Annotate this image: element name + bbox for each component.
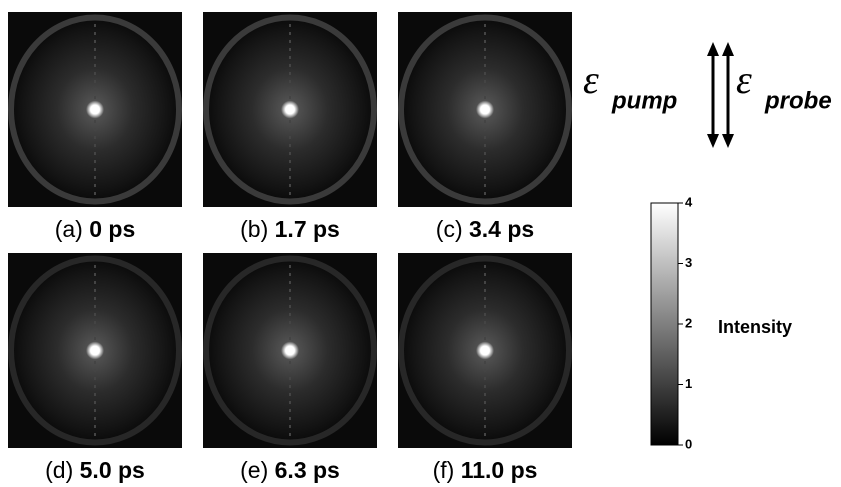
panel: (f) 11.0 ps xyxy=(398,253,572,483)
panel-caption: (f) 11.0 ps xyxy=(433,457,538,483)
panel-letter: (d) xyxy=(45,457,73,483)
center-spot xyxy=(86,342,104,360)
panel-caption: (e) 6.3 ps xyxy=(240,457,340,483)
panel-time: 11.0 ps xyxy=(461,457,538,483)
figure: (a) 0 ps (b) 1.7 ps (c) 3.4 ps (d) 5.0 ps (e… xyxy=(0,0,841,487)
panel: (b) 1.7 ps xyxy=(203,12,377,242)
colorbar-ticks: 0 1 2 3 4 xyxy=(678,194,693,451)
center-spot xyxy=(86,101,104,119)
colorbar-tick-label: 4 xyxy=(685,194,693,209)
panel-time: 0 ps xyxy=(89,216,135,242)
panel: (d) 5.0 ps xyxy=(8,253,182,483)
panel-time: 1.7 ps xyxy=(275,216,340,242)
panel-letter: (c) xyxy=(436,216,463,242)
panel-caption: (a) 0 ps xyxy=(55,216,136,242)
probe-symbol: ε xyxy=(736,57,752,102)
panel-time: 6.3 ps xyxy=(275,457,340,483)
pump-symbol: ε xyxy=(583,57,599,102)
polarization-arrows xyxy=(707,42,734,148)
center-spot xyxy=(281,342,299,360)
colorbar xyxy=(651,203,678,445)
pump-subscript: pump xyxy=(611,87,677,114)
panel-time: 5.0 ps xyxy=(80,457,145,483)
probe-subscript: probe xyxy=(764,87,832,114)
panel-letter: (e) xyxy=(240,457,268,483)
colorbar-tick-label: 3 xyxy=(685,255,692,270)
panel: (a) 0 ps xyxy=(8,12,182,242)
center-spot xyxy=(476,101,494,119)
panel-caption: (b) 1.7 ps xyxy=(240,216,340,242)
panel-grid: (a) 0 ps (b) 1.7 ps (c) 3.4 ps (d) 5.0 ps (e… xyxy=(8,12,572,483)
center-spot xyxy=(476,342,494,360)
panel: (c) 3.4 ps xyxy=(398,12,572,242)
panel-caption: (c) 3.4 ps xyxy=(436,216,534,242)
panel: (e) 6.3 ps xyxy=(203,253,377,483)
colorbar-tick-label: 0 xyxy=(685,436,692,451)
center-spot xyxy=(281,101,299,119)
panel-letter: (f) xyxy=(433,457,455,483)
panel-time: 3.4 ps xyxy=(469,216,534,242)
colorbar-tick-label: 2 xyxy=(685,315,692,330)
colorbar-tick-label: 1 xyxy=(685,376,692,391)
colorbar-label: Intensity xyxy=(718,317,792,337)
panel-letter: (b) xyxy=(240,216,268,242)
panel-letter: (a) xyxy=(55,216,83,242)
panel-caption: (d) 5.0 ps xyxy=(45,457,145,483)
